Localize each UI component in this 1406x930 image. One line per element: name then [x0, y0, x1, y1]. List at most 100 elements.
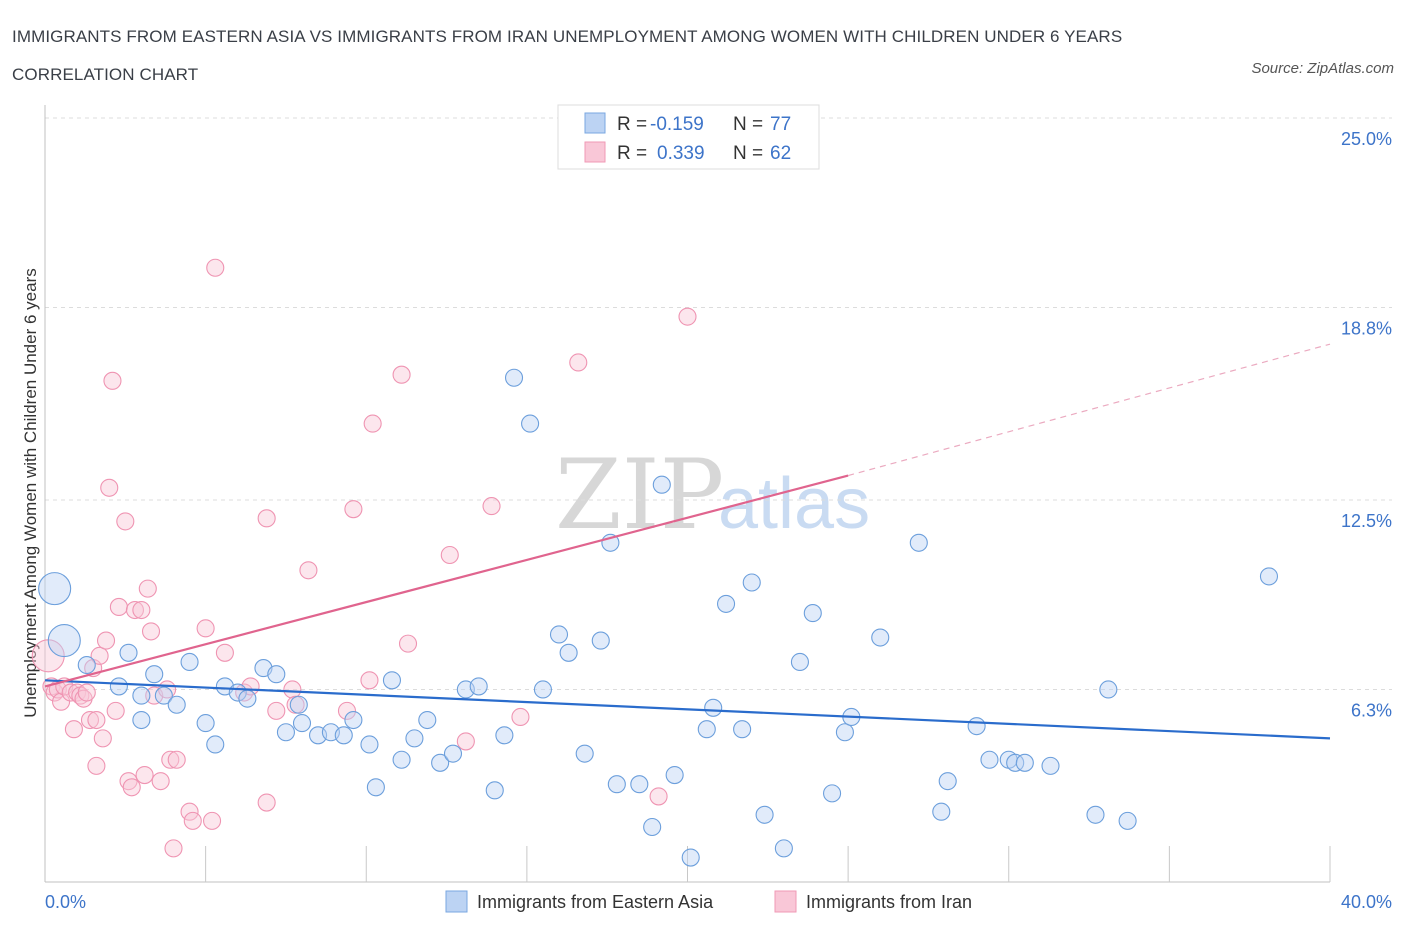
data-point-iran: [257, 509, 276, 528]
data-point-iran: [511, 707, 530, 727]
data-point-eastern-asia: [742, 573, 761, 592]
data-point-eastern-asia: [289, 695, 308, 714]
data-point-iran: [299, 561, 318, 580]
data-point-eastern-asia: [790, 652, 809, 672]
data-point-eastern-asia: [469, 677, 488, 696]
y-tick-label: 6.3%: [1351, 700, 1392, 720]
data-point-iran: [87, 710, 106, 730]
data-point-eastern-asia: [366, 778, 385, 797]
data-point-eastern-asia: [1041, 756, 1060, 775]
data-point-eastern-asia: [145, 665, 164, 684]
data-point-eastern-asia: [1015, 753, 1034, 772]
data-point-eastern-asia: [803, 604, 822, 623]
data-point-eastern-asia: [334, 726, 353, 745]
data-point-iran: [206, 258, 225, 277]
watermark-zip: ZIP: [555, 439, 724, 551]
data-point-iran: [151, 772, 170, 791]
legend-n-label-1: N =: [733, 143, 763, 164]
data-point-iran: [569, 353, 588, 372]
data-point-eastern-asia: [267, 665, 286, 684]
data-point-iran: [196, 619, 215, 638]
data-point-eastern-asia: [652, 475, 671, 494]
data-point-eastern-asia: [871, 628, 890, 647]
data-point-eastern-asia: [431, 753, 450, 772]
data-point-iran: [440, 545, 459, 565]
bottom-legend-label-iran: Immigrants from Iran: [806, 892, 972, 912]
data-point-iran: [141, 622, 161, 641]
data-point-iran: [283, 680, 302, 699]
data-point-eastern-asia: [938, 772, 957, 791]
data-point-eastern-asia: [238, 689, 257, 708]
data-point-iran: [103, 371, 122, 390]
data-point-iran: [363, 414, 382, 433]
data-point-iran: [398, 634, 418, 653]
bottom-legend-swatch-eastern-asia: [445, 890, 468, 913]
legend-r-label-0: R =: [617, 114, 647, 135]
data-point-eastern-asia: [405, 729, 424, 748]
legend-r-value-0: -0.159: [650, 114, 704, 135]
data-point-eastern-asia: [823, 784, 842, 803]
data-point-iran: [482, 497, 501, 516]
data-point-eastern-asia: [607, 775, 626, 794]
data-point-eastern-asia: [630, 775, 649, 794]
data-point-iran: [161, 750, 180, 769]
data-point-eastern-asia: [495, 726, 514, 745]
legend-series: Immigrants from Eastern Asia Immigrants …: [445, 890, 972, 913]
data-point-eastern-asia: [392, 750, 411, 769]
series-eastern-asia: [38, 368, 1279, 867]
data-point-eastern-asia: [504, 368, 524, 387]
data-point-eastern-asia: [575, 744, 594, 763]
data-point-eastern-asia: [382, 671, 402, 690]
data-point-eastern-asia: [643, 817, 662, 837]
data-point-eastern-asia: [755, 805, 774, 824]
data-point-iran: [93, 729, 112, 748]
data-point-eastern-asia: [697, 720, 716, 739]
data-point-eastern-asia: [1259, 567, 1279, 586]
data-point-iran: [77, 683, 96, 702]
data-point-iran: [344, 500, 363, 519]
legend-r-label-1: R =: [617, 143, 647, 164]
data-point-iran: [267, 701, 286, 720]
data-point-eastern-asia: [704, 698, 723, 717]
data-point-iran: [649, 787, 668, 806]
chart-source: Source: ZipAtlas.com: [1251, 60, 1394, 77]
data-point-iran: [678, 307, 697, 326]
x-tick-label-max: 40.0%: [1341, 892, 1392, 912]
data-point-eastern-asia: [77, 655, 96, 675]
data-point-eastern-asia: [485, 781, 504, 800]
data-point-iran: [456, 732, 475, 751]
data-point-eastern-asia: [591, 631, 610, 650]
y-axis-tick-labels: 6.3% 12.5% 18.8% 25.0%: [1341, 129, 1392, 720]
data-point-eastern-asia: [344, 710, 363, 730]
data-point-iran: [164, 839, 183, 858]
data-point-iran: [90, 646, 109, 665]
data-point-iran: [80, 710, 100, 730]
data-point-eastern-asia: [292, 714, 312, 733]
data-point-eastern-asia: [835, 723, 854, 742]
bottom-legend-swatch-iran: [774, 890, 797, 913]
legend-n-value-1: 62: [770, 143, 791, 164]
data-point-eastern-asia: [418, 710, 437, 730]
trendlines: [44, 343, 1331, 740]
data-point-eastern-asia: [1006, 753, 1025, 772]
data-point-eastern-asia: [1099, 680, 1118, 699]
data-point-iran: [100, 478, 119, 497]
data-point-eastern-asia: [443, 744, 463, 763]
chart-title: IMMIGRANTS FROM EASTERN ASIA VS IMMIGRAN…: [12, 27, 1123, 84]
data-point-eastern-asia: [154, 686, 173, 705]
data-point-iran: [109, 597, 128, 617]
data-point-eastern-asia: [47, 624, 81, 658]
data-point-eastern-asia: [276, 723, 295, 742]
data-point-eastern-asia: [533, 680, 552, 699]
y-tick-label: 18.8%: [1341, 318, 1392, 338]
data-point-eastern-asia: [167, 695, 186, 714]
data-point-iran: [183, 811, 202, 830]
data-point-iran: [360, 671, 379, 690]
bottom-legend-label-eastern-asia: Immigrants from Eastern Asia: [477, 892, 714, 912]
y-axis-title: Unemployment Among Women with Children U…: [21, 268, 40, 717]
trendline-iran: [44, 474, 849, 688]
data-point-eastern-asia: [521, 414, 540, 433]
data-point-eastern-asia: [38, 572, 72, 606]
data-point-iran: [167, 750, 186, 769]
